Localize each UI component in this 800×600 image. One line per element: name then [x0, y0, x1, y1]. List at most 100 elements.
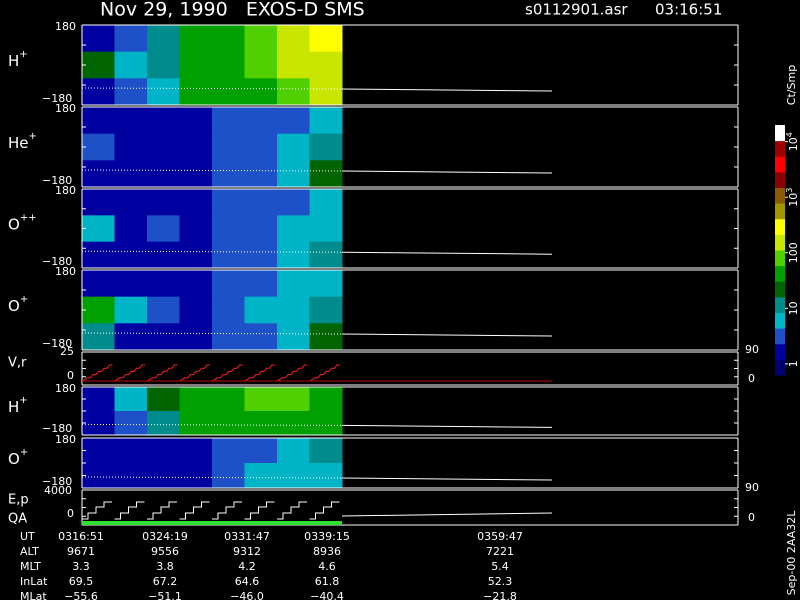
row-name: ALT	[20, 545, 39, 558]
heat-cell	[212, 107, 245, 135]
ion: He	[8, 134, 29, 152]
heat-cell	[244, 107, 278, 135]
cell: 0331:47	[224, 530, 270, 543]
heat-cell	[244, 270, 278, 298]
heat-cell	[277, 51, 310, 79]
file-name: s0112901.asr	[525, 1, 628, 19]
heat-cell	[82, 107, 115, 135]
energy-trace	[82, 501, 340, 520]
panel-label: O+	[8, 294, 28, 315]
heat-cell	[82, 296, 115, 324]
cell: 5.4	[491, 560, 509, 573]
heat-cell	[179, 78, 213, 106]
ion: O	[8, 297, 20, 315]
cell: 0324:19	[142, 530, 188, 543]
colorbar-swatch	[775, 296, 785, 313]
y2-top-label: 90	[745, 481, 759, 494]
heat-cell	[277, 107, 310, 135]
cell: 7221	[486, 545, 514, 558]
heat-cell	[309, 323, 343, 351]
heat-cell	[147, 215, 180, 243]
cell: 8936	[313, 545, 341, 558]
ion: O	[8, 450, 20, 468]
heat-cell	[147, 160, 180, 188]
heat-cell	[114, 411, 148, 436]
heat-cell	[147, 463, 180, 489]
heat-cell	[82, 463, 115, 489]
cell: 52.3	[488, 575, 513, 588]
colorbar-label: 104	[785, 132, 800, 151]
heat-cell	[82, 25, 115, 53]
heat-cell	[114, 387, 148, 412]
heat-cell	[179, 438, 213, 464]
colorbar-swatch	[775, 187, 785, 204]
colorbar-label: 103	[785, 188, 800, 207]
heat-cell	[244, 215, 278, 243]
y-bottom-label: 0	[67, 507, 74, 520]
heat-cell	[147, 296, 180, 324]
heat-cell	[244, 25, 278, 53]
colorbar-swatch	[775, 234, 785, 251]
heat-cell	[114, 25, 148, 53]
colorbar-swatch	[775, 140, 785, 157]
trace	[81, 250, 343, 253]
panel-label: V,r	[8, 356, 27, 371]
heat-cell	[82, 411, 115, 436]
trace	[81, 476, 343, 479]
heat-cell	[244, 387, 278, 412]
heat-cell	[114, 270, 148, 298]
cell: −51.1	[148, 590, 182, 600]
exponent: 3	[785, 188, 794, 193]
heat-cell	[244, 133, 278, 161]
ion: H	[8, 398, 19, 416]
heat-cell	[179, 133, 213, 161]
colorbar-swatch	[775, 343, 785, 360]
heat-cell	[244, 463, 278, 489]
heat-cell	[114, 215, 148, 243]
y-bottom-label: −180	[42, 337, 72, 350]
heat-cell	[309, 387, 343, 412]
cell: 3.3	[72, 560, 90, 573]
colorbar-label: 10	[787, 301, 800, 315]
cell: 9556	[151, 545, 179, 558]
heat-cell	[212, 270, 245, 298]
heat-cell	[179, 107, 213, 135]
ion: H	[8, 52, 19, 70]
y-bottom-label: −180	[42, 422, 72, 435]
heat-cell	[277, 215, 310, 243]
heat-cell	[212, 387, 245, 412]
heat-cell	[147, 438, 180, 464]
heat-cell	[114, 160, 148, 188]
heat-cell	[147, 133, 180, 161]
y-top-label: 180	[55, 433, 76, 446]
heat-cell	[179, 160, 213, 188]
heat-cell	[277, 78, 310, 106]
exponent: 4	[785, 132, 794, 137]
heat-cell	[212, 241, 245, 269]
trace	[341, 333, 553, 337]
heat-cell	[244, 78, 278, 106]
heat-cell	[147, 25, 180, 53]
y2-bottom-label: 0	[748, 372, 755, 385]
base: 10	[787, 301, 800, 315]
heat-cell	[82, 270, 115, 298]
cell: 4.6	[318, 560, 336, 573]
heat-cell	[114, 296, 148, 324]
time: 03:16:51	[655, 1, 722, 19]
footer: Sep-00 2AA32L	[785, 510, 798, 596]
heat-cell	[114, 241, 148, 269]
cell: 4.2	[238, 560, 256, 573]
heat-cell	[114, 323, 148, 351]
heat-cell	[114, 133, 148, 161]
y2-bottom-label: 0	[748, 511, 755, 524]
heat-cell	[147, 189, 180, 216]
trace	[341, 424, 553, 428]
heat-cell	[309, 133, 343, 161]
row-name: UT	[20, 530, 35, 543]
heat-cell	[179, 241, 213, 269]
colorbar-label: 100	[787, 242, 800, 263]
panel-label: QA	[8, 512, 27, 527]
heat-cell	[114, 463, 148, 489]
heat-cell	[212, 463, 245, 489]
velocity-trace	[81, 364, 340, 382]
